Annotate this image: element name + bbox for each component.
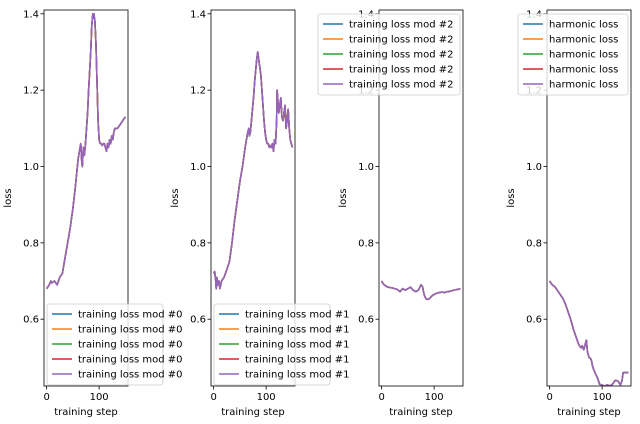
legend-box xyxy=(46,303,164,386)
legend-label-0: training loss mod #1 xyxy=(245,310,350,321)
legend: training loss mod #1 training loss mod #1… xyxy=(213,303,350,386)
legend-label-3: harmonic loss xyxy=(549,65,618,76)
y-axis-label: loss xyxy=(506,188,517,207)
y-tick-label: 0.8 xyxy=(23,238,39,249)
y-tick-label: 0.8 xyxy=(358,238,374,249)
x-tick-label: 100 xyxy=(90,392,109,403)
legend-label-1: training loss mod #2 xyxy=(349,35,454,46)
y-tick-label: 1.2 xyxy=(23,86,39,97)
x-tick-label: 0 xyxy=(546,392,552,403)
legend-box xyxy=(317,13,461,96)
legend-box xyxy=(517,13,629,96)
y-tick-label: 1.2 xyxy=(190,86,206,97)
subplot-1: 0.6 0.8 1.0 1.2 1.4 0 100 training step loss trai… xyxy=(170,9,350,418)
y-tick-label: 1.4 xyxy=(23,9,39,20)
legend-label-2: training loss mod #1 xyxy=(245,340,350,351)
legend-label-1: harmonic loss xyxy=(549,35,618,46)
y-tick-label: 0.8 xyxy=(526,238,542,249)
y-tick-label: 1.0 xyxy=(526,162,542,173)
axes-frame xyxy=(43,9,129,387)
legend-label-2: training loss mod #0 xyxy=(78,340,183,351)
x-tick-label: 100 xyxy=(593,392,612,403)
legend-box xyxy=(213,303,331,386)
y-tick-label: 0.8 xyxy=(190,238,206,249)
y-tick-label: 0.6 xyxy=(358,315,374,326)
x-axis-label: training step xyxy=(54,407,118,418)
axes-frame xyxy=(546,9,632,387)
legend-label-3: training loss mod #0 xyxy=(78,355,183,366)
legend: harmonic loss harmonic loss harmonic loss h… xyxy=(517,13,629,96)
x-tick-label: 0 xyxy=(378,392,384,403)
axes-frame xyxy=(378,9,464,387)
legend-label-3: training loss mod #1 xyxy=(245,355,350,366)
y-axis-label: loss xyxy=(170,188,181,207)
legend-label-4: training loss mod #2 xyxy=(349,80,454,91)
x-axis-label: training step xyxy=(221,407,285,418)
legend-label-1: training loss mod #0 xyxy=(78,325,183,336)
y-axis-label: loss xyxy=(3,188,14,207)
axes-frame xyxy=(210,9,296,387)
legend-label-0: training loss mod #2 xyxy=(349,20,454,31)
legend-label-2: training loss mod #2 xyxy=(349,50,454,61)
y-tick-label: 1.0 xyxy=(358,162,374,173)
legend-label-1: training loss mod #1 xyxy=(245,325,350,336)
y-axis-label: loss xyxy=(338,188,349,207)
y-tick-label: 0.6 xyxy=(526,315,542,326)
series-line-4 xyxy=(212,51,294,290)
y-tick-label: 1.4 xyxy=(190,9,206,20)
legend-label-0: training loss mod #0 xyxy=(78,310,183,321)
legend-label-4: training loss mod #0 xyxy=(78,370,183,381)
y-tick-label: 1.0 xyxy=(190,162,206,173)
x-tick-label: 0 xyxy=(43,392,49,403)
legend-label-3: training loss mod #2 xyxy=(349,65,454,76)
x-axis-label: training step xyxy=(389,407,453,418)
x-tick-label: 0 xyxy=(210,392,216,403)
series-line-4 xyxy=(46,13,126,290)
legend-label-4: training loss mod #1 xyxy=(245,370,350,381)
subplot-0: 0.6 0.8 1.0 1.2 1.4 0 100 training step loss trai… xyxy=(3,9,183,418)
legend-label-2: harmonic loss xyxy=(549,50,618,61)
y-tick-label: 1.0 xyxy=(23,162,39,173)
legend-label-0: harmonic loss xyxy=(549,20,618,31)
series-line-4 xyxy=(549,280,629,386)
x-axis-label: training step xyxy=(557,407,621,418)
series-line-4 xyxy=(380,280,461,301)
legend: training loss mod #0 training loss mod #0… xyxy=(46,303,183,386)
legend-label-4: harmonic loss xyxy=(549,80,618,91)
x-tick-label: 100 xyxy=(425,392,444,403)
x-tick-label: 100 xyxy=(257,392,276,403)
legend: training loss mod #2 training loss mod #2… xyxy=(317,13,461,96)
y-tick-label: 0.6 xyxy=(23,315,39,326)
y-tick-label: 0.6 xyxy=(190,315,206,326)
